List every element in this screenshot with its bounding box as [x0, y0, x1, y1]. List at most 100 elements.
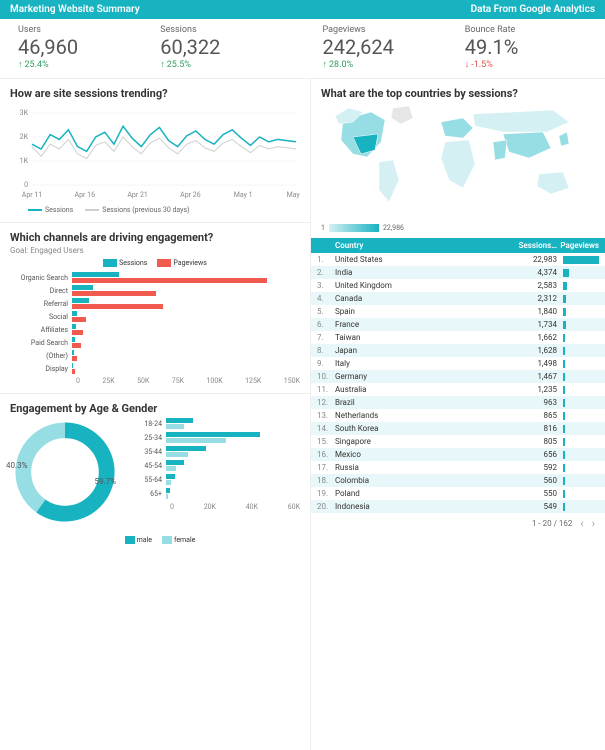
age-gender-title: Engagement by Age & Gender	[10, 402, 300, 415]
kpi-users[interactable]: Users 46,960 ↑ 25.4%	[8, 25, 150, 70]
country-row[interactable]: 3. United Kingdom 2,583	[311, 279, 605, 292]
channels-legend-pageviews: Pageviews	[173, 259, 206, 267]
channel-row[interactable]: Social	[10, 310, 300, 323]
svg-text:Apr 26: Apr 26	[180, 191, 201, 199]
channel-row[interactable]: (Other)	[10, 349, 300, 362]
country-row[interactable]: 10. Germany 1,467	[311, 370, 605, 383]
country-name: Singapore	[335, 437, 501, 446]
country-row[interactable]: 16. Mexico 656	[311, 448, 605, 461]
country-sessions: 560	[501, 476, 557, 485]
age-bar-female	[166, 494, 168, 499]
country-row[interactable]: 4. Canada 2,312	[311, 292, 605, 305]
th-pageviews[interactable]: Pageviews	[557, 241, 599, 250]
country-row[interactable]: 1. United States 22,983	[311, 253, 605, 266]
country-row[interactable]: 15. Singapore 805	[311, 435, 605, 448]
pager-next-icon[interactable]: ›	[592, 517, 595, 530]
trend-chart[interactable]: 01K2K3KApr 11Apr 16Apr 21Apr 26May 1May …	[10, 104, 300, 204]
country-rank: 4.	[317, 294, 335, 303]
country-row[interactable]: 6. France 1,734	[311, 318, 605, 331]
country-name: Canada	[335, 294, 501, 303]
svg-text:Apr 16: Apr 16	[75, 191, 96, 199]
country-sessions: 1,734	[501, 320, 557, 329]
channel-row[interactable]: Affiliates	[10, 323, 300, 336]
age-row[interactable]: 18-24	[136, 417, 300, 431]
channel-bar-sessions	[72, 363, 73, 368]
channels-legend-sessions: Sessions	[119, 259, 147, 267]
age-row[interactable]: 35-44	[136, 445, 300, 459]
th-country[interactable]: Country	[335, 241, 501, 250]
header-title: Marketing Website Summary	[10, 4, 140, 15]
pager-prev-icon[interactable]: ‹	[580, 517, 583, 530]
channel-bar-pageviews	[72, 304, 163, 309]
country-table-header[interactable]: Country Sessions… Pageviews	[311, 238, 605, 253]
left-column: How are site sessions trending? 01K2K3KA…	[0, 79, 310, 750]
country-row[interactable]: 13. Netherlands 865	[311, 409, 605, 422]
country-name: Russia	[335, 463, 501, 472]
country-row[interactable]: 2. India 4,374	[311, 266, 605, 279]
age-bar-male	[166, 488, 170, 493]
country-name: Germany	[335, 372, 501, 381]
age-row[interactable]: 55-64	[136, 473, 300, 487]
country-rank: 20.	[317, 502, 335, 511]
country-row[interactable]: 18. Colombia 560	[311, 474, 605, 487]
age-label: 25-34	[136, 434, 166, 442]
gender-legend: male female	[10, 536, 300, 544]
country-name: Australia	[335, 385, 501, 394]
country-row[interactable]: 7. Taiwan 1,662	[311, 331, 605, 344]
age-bar-male	[166, 432, 260, 437]
kpi-bounce-rate[interactable]: Bounce Rate 49.1% ↓ -1.5%	[455, 25, 597, 70]
channel-row[interactable]: Organic Search	[10, 271, 300, 284]
channel-bar-sessions	[72, 311, 77, 316]
country-row[interactable]: 12. Brazil 963	[311, 396, 605, 409]
kpi-value: 49.1%	[465, 35, 587, 59]
channel-bar-sessions	[72, 272, 119, 277]
country-rank: 8.	[317, 346, 335, 355]
legend-female: female	[174, 536, 195, 544]
svg-text:Apr 21: Apr 21	[127, 191, 147, 199]
country-row[interactable]: 19. Poland 550	[311, 487, 605, 500]
country-sessions: 549	[501, 502, 557, 511]
country-pv-bar	[563, 503, 565, 511]
channel-row[interactable]: Display	[10, 362, 300, 375]
country-sessions: 2,583	[501, 281, 557, 290]
country-rank: 10.	[317, 372, 335, 381]
age-row[interactable]: 65+	[136, 487, 300, 501]
country-name: Indonesia	[335, 502, 501, 511]
country-name: Mexico	[335, 450, 501, 459]
age-row[interactable]: 25-34	[136, 431, 300, 445]
kpi-row: Users 46,960 ↑ 25.4% Sessions 60,322 ↑ 2…	[0, 19, 605, 79]
country-row[interactable]: 14. South Korea 816	[311, 422, 605, 435]
country-rank: 12.	[317, 398, 335, 407]
country-rank: 11.	[317, 385, 335, 394]
country-sessions: 865	[501, 411, 557, 420]
channel-row[interactable]: Direct	[10, 284, 300, 297]
channel-row[interactable]: Paid Search	[10, 336, 300, 349]
svg-text:May 1: May 1	[234, 191, 253, 199]
kpi-pageviews[interactable]: Pageviews 242,624 ↑ 28.0%	[313, 25, 455, 70]
arrow-up-icon: ↑	[160, 59, 165, 70]
channels-bars[interactable]: Organic Search Direct Referral Social Af…	[10, 271, 300, 375]
country-pv-bar	[563, 373, 565, 381]
country-sessions: 2,312	[501, 294, 557, 303]
th-sessions[interactable]: Sessions…	[501, 241, 557, 250]
channel-row[interactable]: Referral	[10, 297, 300, 310]
country-row[interactable]: 8. Japan 1,628	[311, 344, 605, 357]
country-rank: 1.	[317, 255, 335, 264]
country-row[interactable]: 11. Australia 1,235	[311, 383, 605, 396]
age-row[interactable]: 45-54	[136, 459, 300, 473]
world-map[interactable]	[321, 102, 595, 222]
country-row[interactable]: 9. Italy 1,498	[311, 357, 605, 370]
gender-donut[interactable]: 40.3% 59.7%	[10, 417, 130, 530]
kpi-sessions[interactable]: Sessions 60,322 ↑ 25.5%	[150, 25, 292, 70]
channel-label: Organic Search	[10, 274, 72, 282]
table-pager: 1 - 20 / 162 ‹ ›	[311, 513, 605, 534]
age-bars[interactable]: 18-24 25-34 35-44 45-54 55-64	[136, 417, 300, 530]
country-pv-bar	[563, 360, 565, 368]
country-sessions: 1,467	[501, 372, 557, 381]
country-row[interactable]: 5. Spain 1,840	[311, 305, 605, 318]
country-row[interactable]: 20. Indonesia 549	[311, 500, 605, 513]
kpi-value: 60,322	[160, 35, 282, 59]
country-pv-bar	[563, 412, 565, 420]
age-bar-male	[166, 446, 206, 451]
country-row[interactable]: 17. Russia 592	[311, 461, 605, 474]
